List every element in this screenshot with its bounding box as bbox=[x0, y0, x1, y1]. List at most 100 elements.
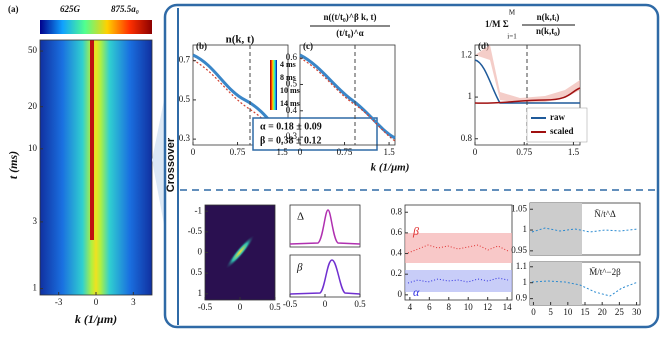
y-tick-label: 0.5 bbox=[286, 79, 298, 89]
y-tick-label: 0.6 bbox=[286, 52, 298, 62]
panel-label: (b) bbox=[196, 41, 207, 51]
x-tick-label: 25 bbox=[615, 307, 625, 317]
colorbar-high: 875.5a₀ bbox=[111, 4, 139, 14]
x-label: k (1/μm) bbox=[371, 162, 410, 174]
fit-beta: β = 0.38 ± 0.12 bbox=[260, 135, 321, 146]
x-tick-label: 8 bbox=[447, 302, 452, 312]
y-tick-label: -1 bbox=[195, 205, 203, 215]
legend-label: scaled bbox=[550, 126, 574, 136]
x-tick-label: 0.75 bbox=[337, 147, 353, 157]
map-blob bbox=[225, 234, 255, 270]
y-tick-label: 1.05 bbox=[511, 203, 527, 213]
norm-points bbox=[531, 227, 639, 233]
heatmap bbox=[40, 40, 152, 295]
y-tick-label: 0.95 bbox=[511, 245, 527, 255]
y-tick-label: 0 bbox=[398, 289, 403, 299]
x-tick-label: 20 bbox=[598, 307, 608, 317]
title-numerator: n(k,tᵢ) bbox=[537, 12, 560, 22]
alpha-points bbox=[407, 277, 509, 284]
x-tick-label: 0.5 bbox=[354, 299, 366, 309]
beta-points bbox=[407, 244, 509, 254]
curve bbox=[299, 53, 396, 140]
x-tick-label: 0 bbox=[531, 307, 536, 317]
x-tick-label: 30 bbox=[632, 307, 642, 317]
y-label: t (ms) bbox=[6, 151, 20, 179]
y-tick-label: -0.5 bbox=[188, 226, 203, 236]
colorbar bbox=[40, 20, 152, 34]
shade bbox=[530, 262, 582, 305]
x-tick-label: 4 bbox=[408, 302, 413, 312]
title-sum-bottom: i=1 bbox=[507, 33, 517, 41]
legend-label: 10 ms bbox=[280, 86, 300, 95]
x-tick-label: 0 bbox=[238, 302, 243, 312]
y-tick-label: 1 bbox=[468, 91, 473, 101]
x-tick-label: 0 bbox=[94, 297, 99, 307]
x-tick-label: 0 bbox=[298, 147, 303, 157]
x-tick-label: 0.75 bbox=[230, 147, 246, 157]
curve-scaled bbox=[474, 87, 581, 104]
heatmap-peak bbox=[90, 40, 94, 240]
legend-label: 4 ms bbox=[280, 60, 296, 69]
x-tick-label: 10 bbox=[464, 302, 474, 312]
fit-alpha: α = 0.18 ± 0.09 bbox=[260, 121, 322, 132]
y-tick-label: 1 bbox=[523, 277, 528, 287]
y-tick-label: 0.9 bbox=[516, 293, 528, 303]
title-numerator: n((t/t₀)^β k, t) bbox=[324, 12, 377, 22]
x-tick-label: 12 bbox=[483, 302, 492, 312]
panel-title: n(k, t) bbox=[226, 34, 255, 46]
y-tick-label: 1 bbox=[33, 283, 38, 293]
y-tick-label: 0.8 bbox=[391, 206, 403, 216]
panel-label: (d) bbox=[478, 41, 489, 51]
x-tick-label: 15 bbox=[581, 307, 591, 317]
axes bbox=[299, 44, 396, 146]
x-tick-label: -0.5 bbox=[198, 302, 213, 312]
x-tick-label: 10 bbox=[563, 307, 573, 317]
legend-label: 14 ms bbox=[280, 99, 300, 108]
y-tick-label: 0.2 bbox=[391, 268, 402, 278]
tab-label: Crossover bbox=[165, 137, 177, 192]
axes bbox=[192, 44, 289, 146]
y-tick-label: 1 bbox=[523, 224, 528, 234]
profile-label: β bbox=[296, 262, 303, 274]
alpha-band bbox=[405, 270, 512, 292]
x-tick-label: 1.5 bbox=[276, 147, 288, 157]
curve bbox=[299, 57, 396, 142]
norm-points bbox=[531, 280, 639, 297]
y-tick-label: 1.2 bbox=[461, 49, 472, 59]
x-tick-label: 0 bbox=[473, 147, 478, 157]
x-tick-label: 1.5 bbox=[568, 147, 580, 157]
y-tick-label: 0.3 bbox=[179, 133, 191, 143]
shade bbox=[530, 203, 582, 255]
norm-label: M̄/t^−2β bbox=[589, 267, 621, 277]
y-tick-label: 3 bbox=[33, 216, 38, 226]
x-tick-label: 0 bbox=[191, 147, 196, 157]
axes bbox=[289, 204, 361, 248]
y-tick-label: 0 bbox=[198, 247, 203, 257]
title-denominator: n(k,t₀) bbox=[536, 26, 560, 36]
colorbar-low: 625G bbox=[60, 4, 81, 14]
y-tick-label: 1.1 bbox=[516, 261, 527, 271]
title-denominator: (t/t₀)^α bbox=[336, 28, 363, 38]
legend-colorbar bbox=[270, 60, 277, 110]
x-tick-label: 0 bbox=[323, 299, 328, 309]
legend-label: raw bbox=[550, 112, 565, 122]
norm-label: N̄/t^Δ bbox=[594, 209, 616, 219]
x-tick-label: 1.5 bbox=[383, 147, 395, 157]
x-label: k (1/μm) bbox=[75, 312, 117, 326]
panel-label: (a) bbox=[8, 4, 19, 14]
y-tick-label: 0.6 bbox=[391, 227, 403, 237]
beta-band bbox=[405, 233, 512, 263]
x-tick-label: 0.5 bbox=[269, 302, 281, 312]
y-tick-label: 0.5 bbox=[191, 267, 203, 277]
y-tick-label: 10 bbox=[28, 143, 38, 153]
y-tick-label: 0.4 bbox=[286, 105, 298, 115]
beta-label: β bbox=[412, 224, 419, 238]
profile bbox=[289, 259, 361, 295]
curve bbox=[192, 59, 289, 144]
y-tick-label: 50 bbox=[28, 45, 38, 55]
legend bbox=[526, 107, 588, 143]
x-tick-label: 5 bbox=[548, 307, 553, 317]
title-sum-top: M bbox=[509, 9, 516, 17]
y-tick-label: 0.5 bbox=[179, 94, 191, 104]
